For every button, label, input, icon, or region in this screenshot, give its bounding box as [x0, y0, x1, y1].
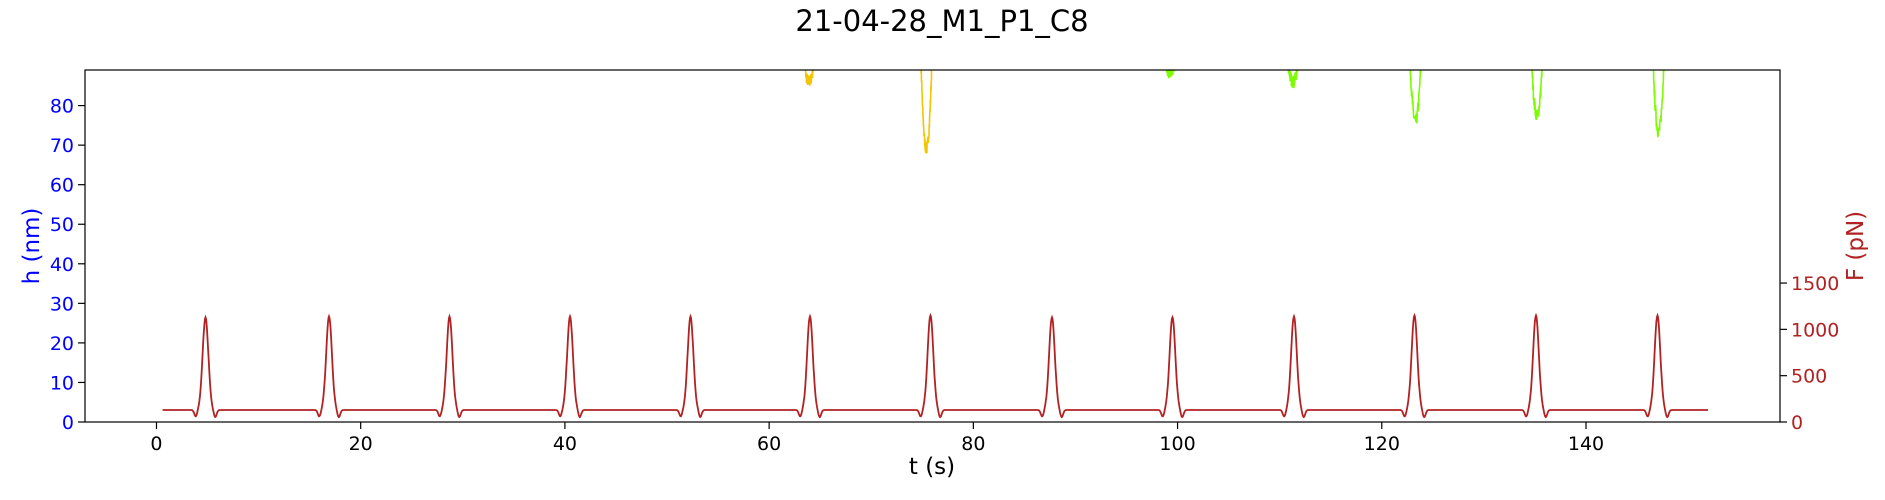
right-y-tick-label: 500 — [1791, 366, 1827, 388]
left-y-tick-label: 20 — [50, 333, 74, 355]
left-y-tick-label: 40 — [50, 254, 74, 276]
x-tick-label: 120 — [1364, 433, 1400, 455]
height-dip-trace — [1531, 70, 1543, 120]
plot-frame — [84, 69, 1781, 423]
left-y-tick-label: 70 — [50, 135, 74, 157]
x-tick-label: 60 — [757, 433, 781, 455]
x-axis: 0 20 40 60 80 100 120 140 — [150, 422, 1604, 455]
left-y-tick-label: 10 — [50, 372, 74, 394]
left-y-axis: 0 10 20 30 40 50 60 70 80 — [50, 96, 85, 434]
right-y-tick-label: 1500 — [1791, 273, 1839, 295]
x-tick-label: 100 — [1159, 433, 1195, 455]
height-dip-trace — [1652, 70, 1665, 138]
left-y-tick-label: 30 — [50, 293, 74, 315]
x-tick-label: 140 — [1568, 433, 1604, 455]
plot-area — [162, 70, 1708, 419]
right-y-tick-label: 1000 — [1791, 319, 1839, 341]
height-dip-trace — [1409, 70, 1422, 124]
force-series-line — [162, 312, 1708, 419]
chart-title: 21-04-28_M1_P1_C8 — [795, 4, 1088, 38]
height-dip-trace — [1165, 70, 1176, 79]
left-y-axis-label: h (nm) — [19, 208, 45, 285]
left-y-tick-label: 50 — [50, 214, 74, 236]
left-y-tick-label: 80 — [50, 96, 74, 118]
height-dip-trace — [804, 70, 814, 86]
left-y-tick-label: 60 — [50, 175, 74, 197]
height-dip-trace — [920, 70, 933, 154]
right-y-axis-label: F (pN) — [1843, 211, 1869, 281]
height-dip-trace — [1287, 70, 1299, 89]
x-tick-label: 0 — [150, 433, 162, 455]
x-tick-label: 40 — [553, 433, 577, 455]
left-y-tick-label: 0 — [62, 412, 74, 434]
right-y-axis: 0 500 1000 1500 — [1780, 273, 1839, 434]
x-tick-label: 80 — [961, 433, 985, 455]
x-tick-label: 20 — [349, 433, 373, 455]
x-axis-label: t (s) — [909, 454, 955, 480]
right-y-tick-label: 0 — [1791, 412, 1803, 434]
